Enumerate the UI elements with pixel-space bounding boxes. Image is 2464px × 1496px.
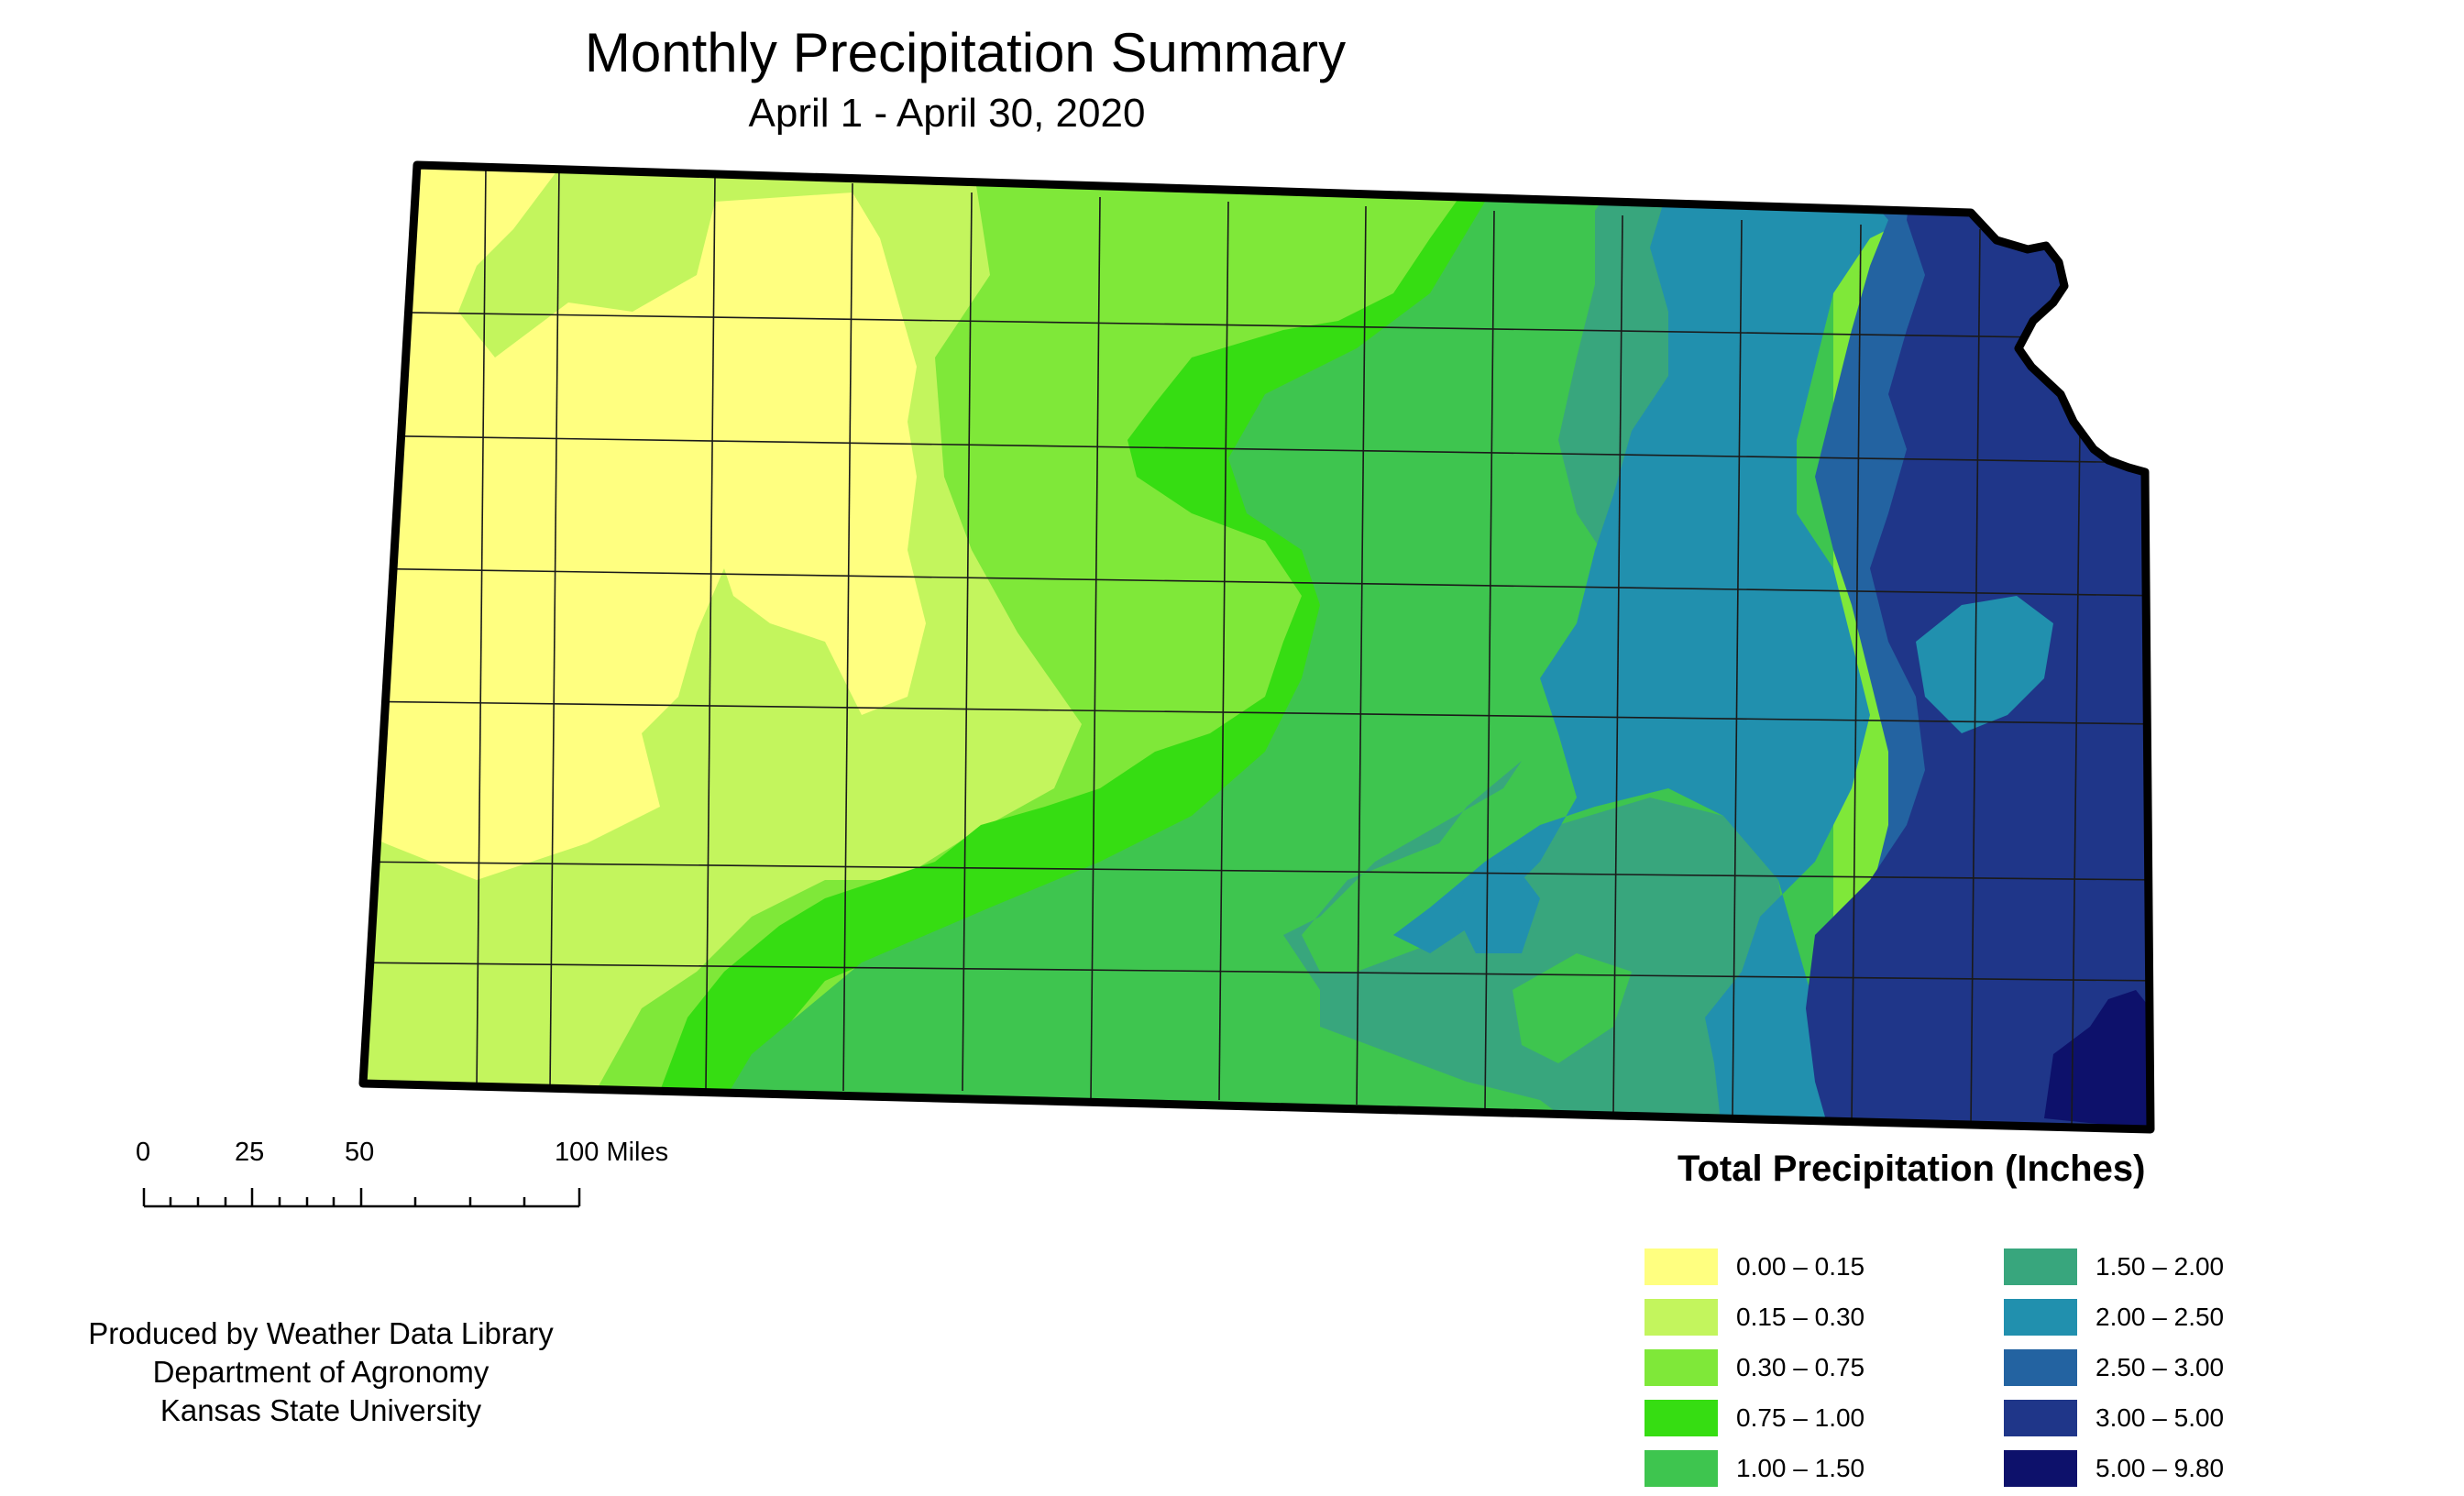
legend-title: Total Precipitation (Inches): [1678, 1149, 2146, 1189]
zone-5.00-9.80: [2044, 990, 2150, 1129]
legend-swatch: [1644, 1400, 1718, 1436]
legend-item: 0.30 – 0.75: [1644, 1349, 1864, 1386]
precipitation-zones: [363, 165, 2150, 1129]
scale-label-0: 0: [136, 1138, 151, 1167]
legend-label: 1.50 – 2.00: [2096, 1252, 2225, 1281]
scale-label-50: 50: [345, 1138, 375, 1167]
scale-bar: [142, 1188, 581, 1208]
legend-label: 0.00 – 0.15: [1736, 1252, 1865, 1281]
kansas-border: [358, 160, 2155, 1134]
legend-item: 0.00 – 0.15: [1644, 1248, 1864, 1285]
credits-line-2: Department of Agronomy: [152, 1355, 490, 1389]
legend-label: 0.30 – 0.75: [1736, 1353, 1865, 1381]
legend-item: 1.50 – 2.00: [2004, 1248, 2224, 1285]
zone-2.00-2.50-pocket: [1458, 862, 1540, 953]
legend-swatch: [2004, 1400, 2077, 1436]
legend-label: 2.50 – 3.00: [2096, 1353, 2225, 1381]
map-subtitle: April 1 - April 30, 2020: [748, 91, 1146, 136]
legend-item: 5.00 – 9.80: [2004, 1450, 2224, 1487]
legend-item: 1.00 – 1.50: [1644, 1450, 1864, 1487]
legend-swatch: [1644, 1299, 1718, 1336]
legend-item: 2.50 – 3.00: [2004, 1349, 2224, 1386]
zone-2.00-2.50: [1393, 165, 1971, 1129]
legend-swatch: [2004, 1349, 2077, 1386]
legend-label: 0.75 – 1.00: [1736, 1403, 1865, 1432]
legend-swatch: [1644, 1450, 1718, 1487]
zone-2.00-2.50-east-pocket: [1916, 596, 2053, 733]
legend-swatch: [2004, 1248, 2077, 1285]
legend-item: 2.00 – 2.50: [2004, 1299, 2224, 1336]
legend-label: 2.00 – 2.50: [2096, 1303, 2225, 1331]
map-title: Monthly Precipitation Summary: [584, 22, 1347, 83]
county-lines: [363, 165, 2150, 1128]
legend-label: 3.00 – 5.00: [2096, 1403, 2225, 1432]
zone-1.50-2.00: [1283, 165, 1815, 1129]
scale-label-25: 25: [235, 1138, 265, 1167]
credits-line-1: Produced by Weather Data Library: [88, 1316, 554, 1350]
legend-swatch: [2004, 1299, 2077, 1336]
legend-swatch: [2004, 1450, 2077, 1487]
zone-1.00-1.50-pocket: [1512, 953, 1632, 1063]
legend-swatch: [1644, 1248, 1718, 1285]
legend-item: 0.15 – 0.30: [1644, 1299, 1864, 1336]
legend-item: 0.75 – 1.00: [1644, 1400, 1864, 1436]
scale-label-100-miles: 100 Miles: [555, 1138, 669, 1167]
legend-label: 5.00 – 9.80: [2096, 1454, 2225, 1482]
legend-label: 1.00 – 1.50: [1736, 1454, 1865, 1482]
legend-item: 3.00 – 5.00: [2004, 1400, 2224, 1436]
legend-swatch: [1644, 1349, 1718, 1386]
zone-0.00-0.15: [363, 165, 926, 880]
legend-label: 0.15 – 0.30: [1736, 1303, 1865, 1331]
credits-line-3: Kansas State University: [160, 1393, 482, 1427]
credits: Produced by Weather Data Library Departm…: [37, 1314, 605, 1430]
